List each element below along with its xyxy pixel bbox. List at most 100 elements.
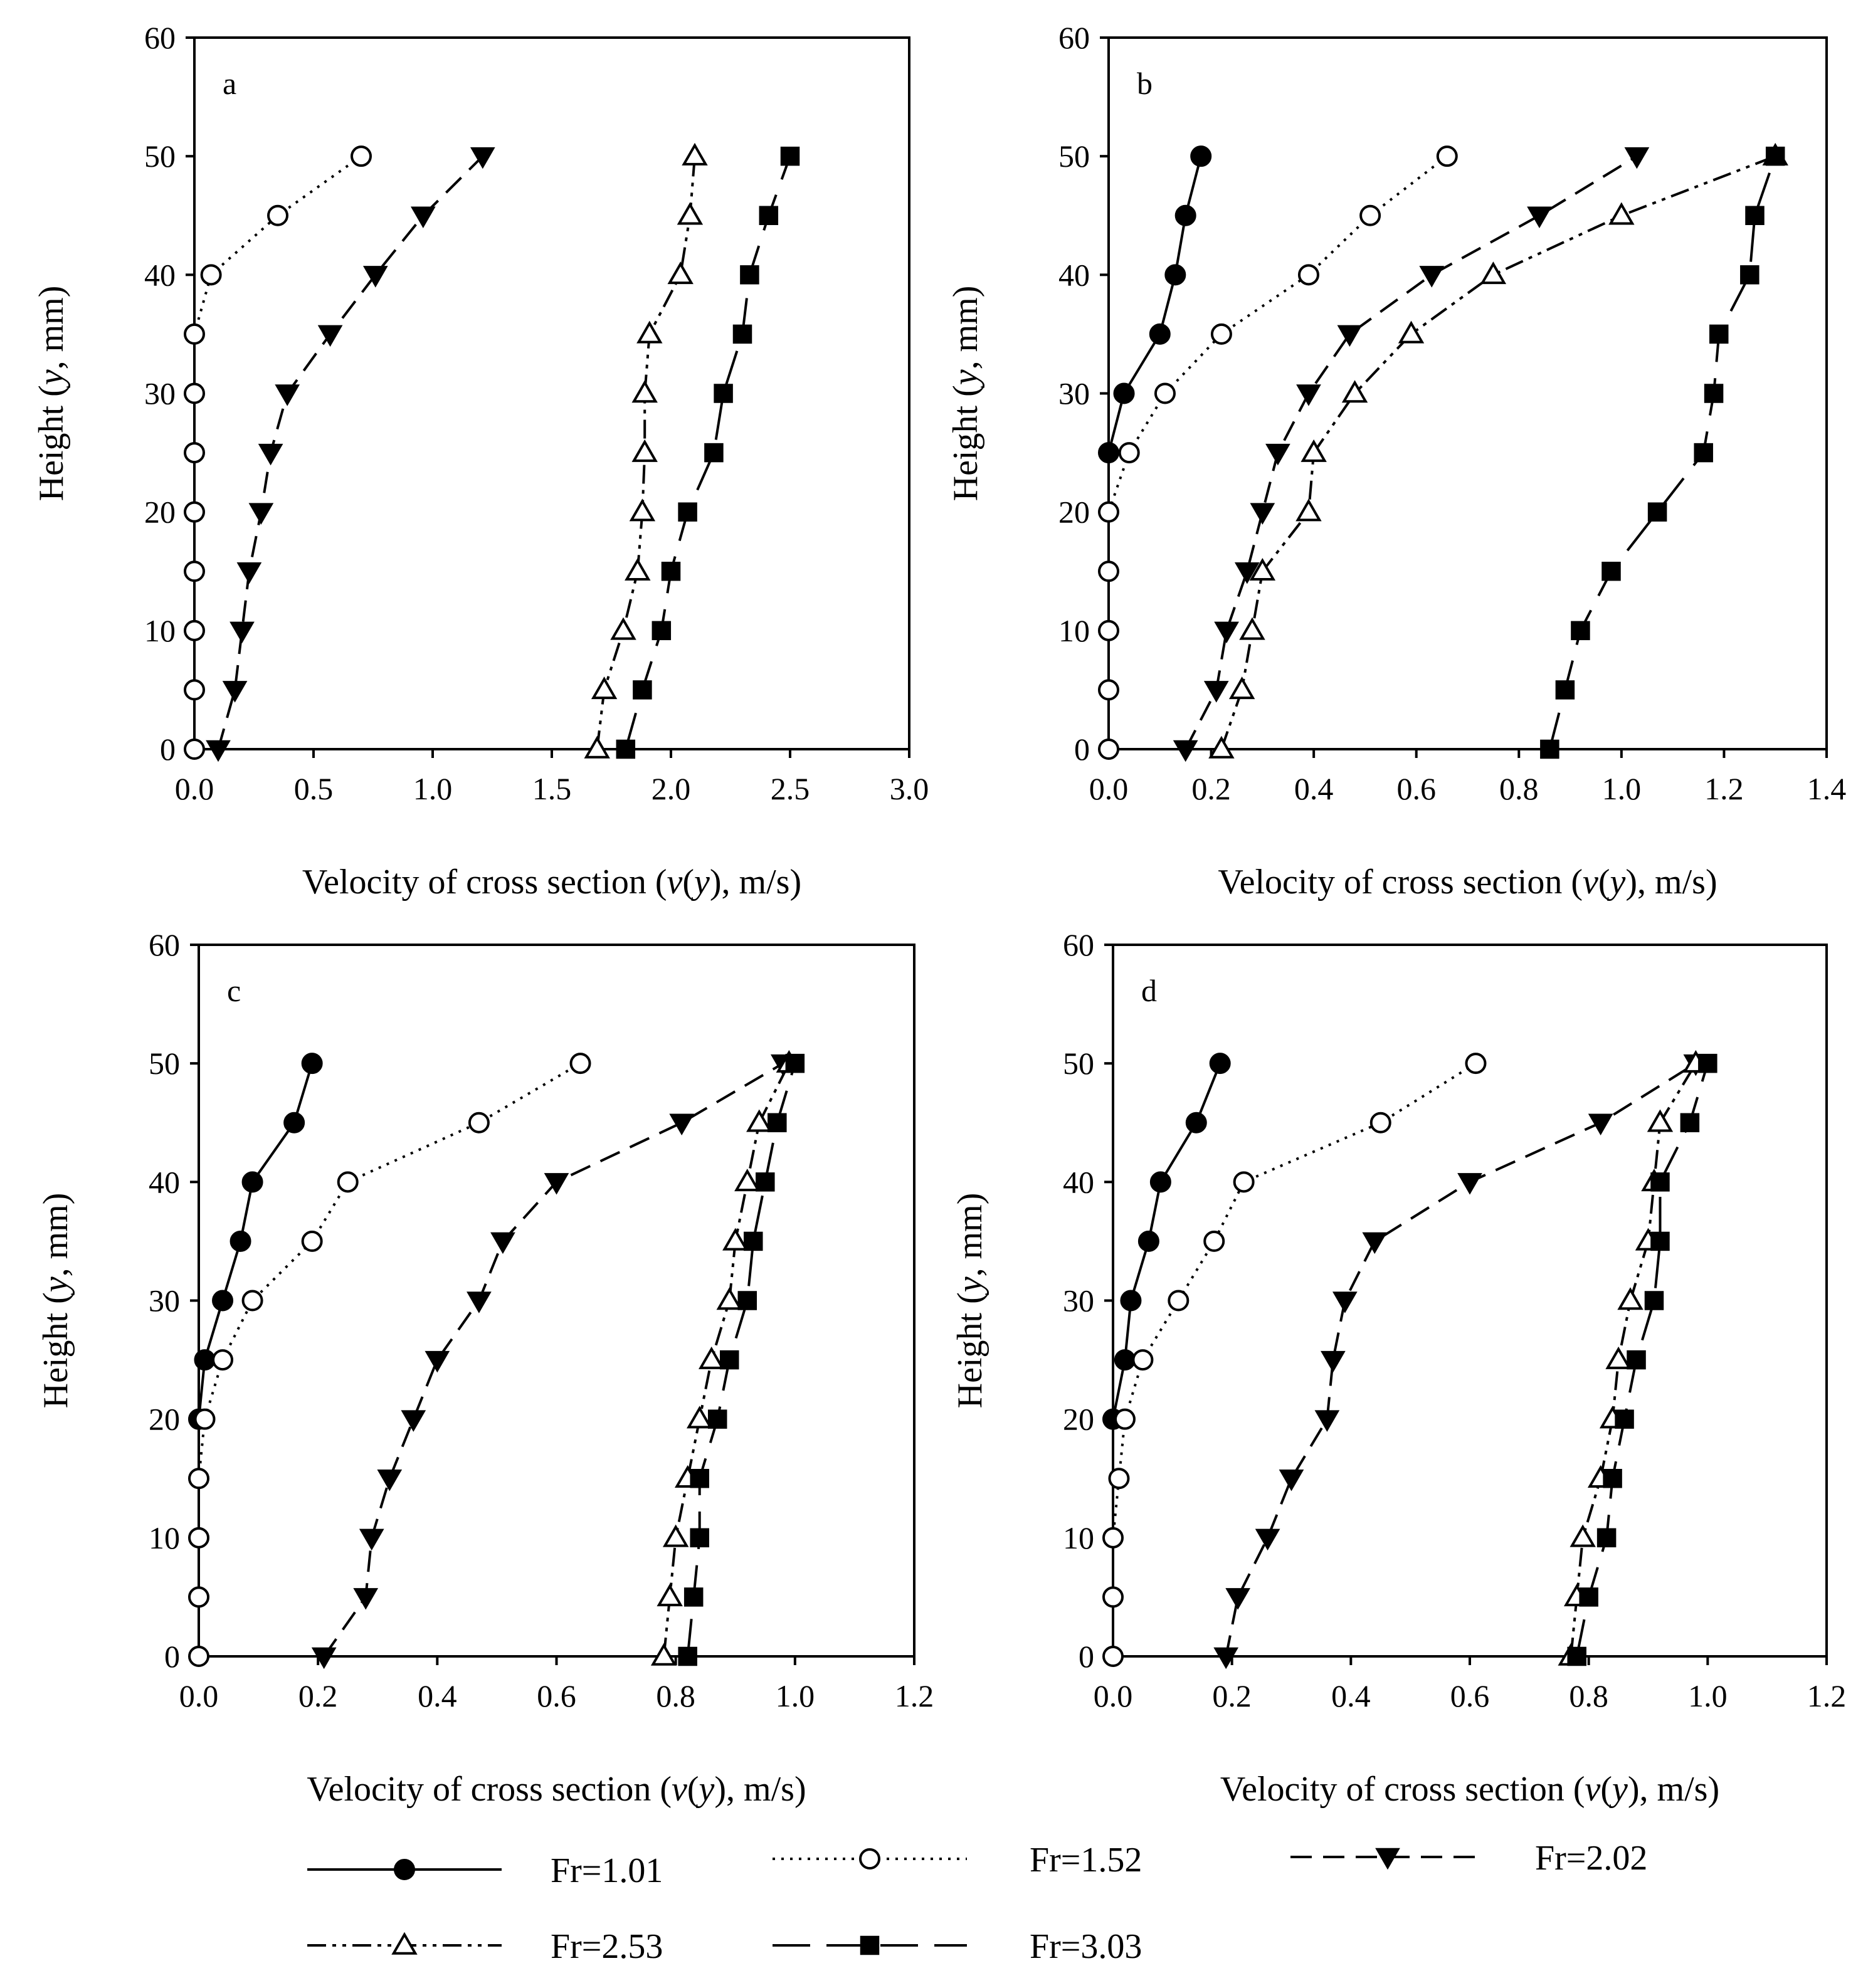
data-point bbox=[200, 264, 222, 286]
y-tick-label: 10 bbox=[1063, 1520, 1094, 1555]
data-point bbox=[1337, 325, 1363, 347]
data-point bbox=[591, 676, 618, 700]
data-point bbox=[1098, 442, 1119, 464]
x-tick-label: 2.5 bbox=[771, 771, 810, 806]
data-point bbox=[317, 325, 343, 347]
data-point bbox=[631, 439, 658, 462]
data-point bbox=[1203, 681, 1229, 703]
data-point bbox=[1149, 323, 1171, 345]
y-tick-label: 10 bbox=[1058, 613, 1090, 648]
panel-a: 0.0 0.5 1.0 1.5 2.0 2.5 3.0 0 10 20 30 40 50 60 a Veloc… bbox=[32, 20, 929, 902]
data-point bbox=[1154, 382, 1176, 404]
panel-letter: b bbox=[1137, 66, 1153, 101]
y-tick-label: 40 bbox=[1063, 1164, 1094, 1199]
series-fr-152 bbox=[1098, 145, 1458, 760]
x-tick-label: 0.2 bbox=[1191, 771, 1231, 806]
data-point bbox=[652, 621, 672, 641]
data-point bbox=[248, 503, 274, 525]
x-tick-label: 0.4 bbox=[418, 1678, 457, 1713]
y-tick-label: 40 bbox=[1058, 257, 1090, 292]
x-tick-label: 1.4 bbox=[1807, 771, 1847, 806]
series-line bbox=[1112, 1062, 1477, 1656]
x-tick-label: 3.0 bbox=[890, 771, 929, 806]
data-point bbox=[1527, 206, 1552, 229]
data-point bbox=[1540, 739, 1559, 759]
data-point bbox=[1680, 1113, 1700, 1132]
panel-letter: c bbox=[227, 973, 241, 1008]
legend-item: Fr=1.01 bbox=[307, 1851, 663, 1890]
data-point bbox=[1615, 1409, 1634, 1429]
data-point bbox=[1098, 619, 1119, 641]
data-point bbox=[206, 740, 231, 762]
data-point bbox=[188, 1646, 209, 1667]
x-tick-label: 1.0 bbox=[1602, 771, 1642, 806]
data-point bbox=[1295, 498, 1322, 522]
panel-letter: a bbox=[223, 66, 236, 101]
data-point bbox=[1250, 503, 1275, 525]
data-point bbox=[301, 1053, 323, 1075]
data-point bbox=[1321, 1350, 1346, 1373]
data-point bbox=[669, 1113, 695, 1136]
data-point bbox=[1265, 443, 1290, 466]
legend-label: Fr=2.02 bbox=[1535, 1839, 1647, 1878]
data-point bbox=[719, 1350, 739, 1370]
data-point bbox=[732, 324, 752, 344]
data-point bbox=[468, 1112, 490, 1133]
data-point bbox=[662, 1524, 689, 1547]
y-tick-label: 0 bbox=[160, 732, 176, 767]
panel-c: 0.0 0.2 0.4 0.6 0.8 1.0 1.2 0 10 20 30 40 50 60 c Veloc… bbox=[36, 927, 934, 1809]
data-point bbox=[631, 380, 658, 403]
data-point bbox=[678, 502, 697, 522]
series-fr-202 bbox=[1173, 147, 1650, 762]
series-line bbox=[193, 155, 362, 749]
x-tick-label: 0.6 bbox=[1450, 1678, 1490, 1713]
panels-layer: 0.0 0.5 1.0 1.5 2.0 2.5 3.0 0 10 20 30 40 50 60 a Veloc… bbox=[32, 20, 1846, 1809]
data-point bbox=[1113, 382, 1135, 404]
data-point bbox=[714, 384, 733, 403]
y-tick-label: 0 bbox=[1074, 732, 1090, 767]
data-point bbox=[1644, 1291, 1664, 1310]
data-point bbox=[1203, 1230, 1225, 1252]
legend-item: Fr=2.53 bbox=[307, 1927, 663, 1966]
data-point bbox=[1098, 560, 1119, 582]
legend-label: Fr=2.53 bbox=[551, 1927, 663, 1966]
series-line bbox=[323, 1062, 784, 1658]
x-axis-title: Velocity of cross section (v(y), m/s) bbox=[302, 863, 801, 902]
data-point bbox=[1190, 145, 1212, 167]
x-tick-label: 0.0 bbox=[1094, 1678, 1133, 1713]
legend-label: Fr=1.52 bbox=[1030, 1841, 1142, 1880]
data-point bbox=[1765, 146, 1785, 166]
data-point bbox=[236, 562, 262, 584]
data-point bbox=[716, 1287, 742, 1310]
data-point bbox=[1249, 557, 1276, 581]
y-tick-label: 50 bbox=[1058, 139, 1090, 174]
series-fr-253 bbox=[584, 142, 708, 759]
series-fr-303 bbox=[1567, 1053, 1717, 1666]
legend-item: Fr=2.02 bbox=[1290, 1839, 1647, 1878]
data-point bbox=[241, 1171, 263, 1193]
y-axis-title: Height (y, mm) bbox=[36, 1193, 75, 1409]
data-point bbox=[1120, 1290, 1142, 1312]
data-point bbox=[1102, 1527, 1124, 1549]
data-point bbox=[780, 146, 800, 166]
data-point bbox=[584, 735, 610, 759]
data-point bbox=[230, 1230, 251, 1252]
plot-frame bbox=[1112, 944, 1828, 1658]
y-tick-label: 10 bbox=[144, 613, 176, 648]
data-point bbox=[1239, 617, 1265, 640]
data-point bbox=[667, 261, 694, 285]
y-tick-label: 20 bbox=[1063, 1402, 1094, 1437]
data-point bbox=[194, 1349, 216, 1371]
x-tick-label: 0.4 bbox=[1331, 1678, 1371, 1713]
panel-b: 0.0 0.2 0.4 0.6 0.8 1.0 1.2 1.4 0 10 20 30 40 50 60 b Ve… bbox=[946, 20, 1846, 902]
data-point bbox=[1114, 1408, 1136, 1430]
data-point bbox=[1174, 204, 1196, 226]
data-point bbox=[425, 1350, 450, 1373]
data-point bbox=[768, 1113, 787, 1132]
x-tick-label: 0.0 bbox=[175, 771, 214, 806]
data-point bbox=[359, 1528, 384, 1551]
data-point bbox=[490, 1232, 515, 1254]
y-tick-label: 20 bbox=[1058, 495, 1090, 530]
y-tick-label: 30 bbox=[149, 1283, 180, 1318]
data-point bbox=[1555, 680, 1575, 700]
